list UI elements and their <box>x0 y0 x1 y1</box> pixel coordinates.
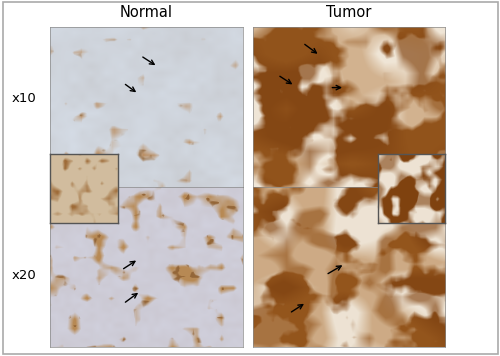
Text: x20: x20 <box>12 268 36 282</box>
Text: x10: x10 <box>12 92 36 105</box>
Text: Normal: Normal <box>120 5 173 20</box>
Text: Tumor: Tumor <box>326 5 372 20</box>
